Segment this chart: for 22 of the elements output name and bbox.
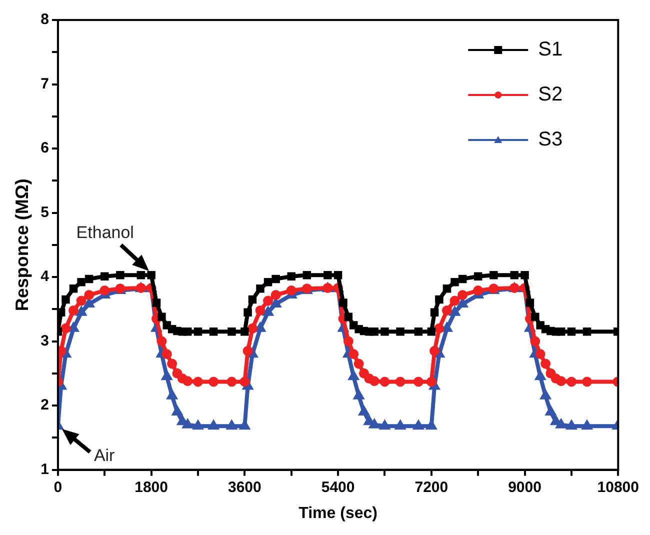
y-tick-label: 7 — [40, 75, 49, 92]
annotation: Air — [94, 446, 115, 466]
y-tick-label: 6 — [40, 140, 49, 157]
x-tick-label: 0 — [54, 478, 62, 496]
y-tick-label: 4 — [40, 268, 50, 286]
y-axis-title: Responce (MΩ) — [12, 178, 32, 312]
x-tick-label: 5400 — [321, 478, 355, 496]
legend-label: S2 — [538, 84, 563, 106]
x-tick-label: 3600 — [228, 478, 262, 496]
y-tick-label: 5 — [40, 204, 49, 221]
x-tick-label: 10800 — [597, 478, 640, 496]
x-tick-label: 1800 — [134, 478, 168, 496]
y-tick-label: 2 — [40, 396, 49, 414]
x-tick-label: 7200 — [414, 478, 448, 496]
y-tick-label: 8 — [40, 11, 49, 28]
legend-label: S3 — [538, 128, 563, 151]
y-tick-label: 3 — [40, 332, 49, 350]
annotation: Ethanol — [76, 223, 134, 244]
x-axis-title: Time (sec) — [298, 504, 378, 522]
y-tick-label: 1 — [40, 460, 49, 478]
x-tick-label: 9000 — [508, 478, 542, 496]
legend-label: S1 — [538, 38, 563, 61]
